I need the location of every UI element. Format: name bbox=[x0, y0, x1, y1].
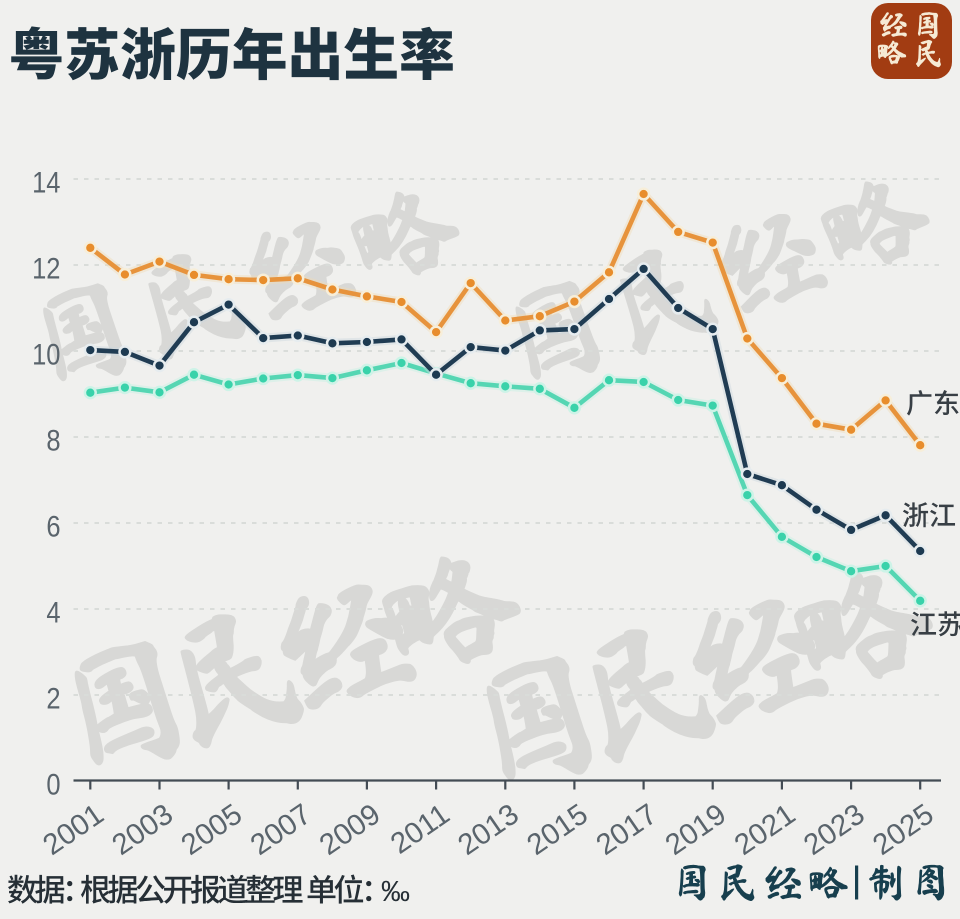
svg-text:10: 10 bbox=[32, 338, 60, 371]
svg-text:6: 6 bbox=[46, 510, 60, 543]
svg-text:‰: ‰ bbox=[381, 876, 410, 908]
svg-text:4: 4 bbox=[46, 596, 60, 629]
svg-text:12: 12 bbox=[32, 252, 60, 285]
svg-text:2: 2 bbox=[46, 682, 60, 715]
svg-text:0: 0 bbox=[46, 768, 60, 801]
svg-text:14: 14 bbox=[32, 166, 60, 199]
svg-text:8: 8 bbox=[46, 424, 60, 457]
